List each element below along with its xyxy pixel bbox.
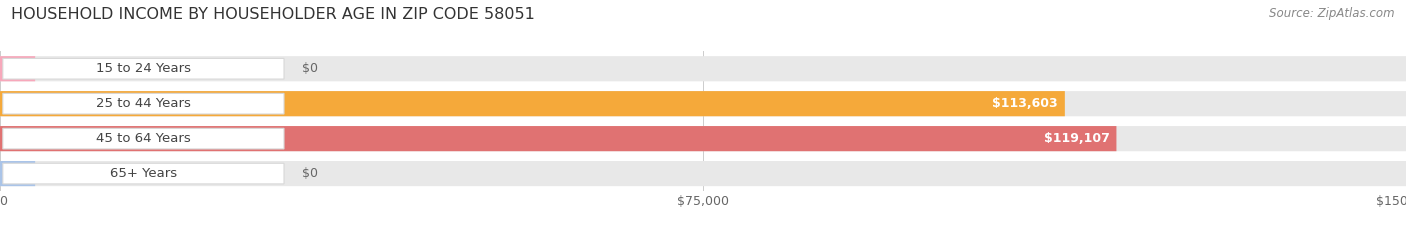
FancyBboxPatch shape [0, 56, 35, 81]
FancyBboxPatch shape [0, 126, 1406, 151]
FancyBboxPatch shape [0, 126, 1116, 151]
Text: $0: $0 [302, 167, 318, 180]
FancyBboxPatch shape [3, 163, 284, 184]
Text: Source: ZipAtlas.com: Source: ZipAtlas.com [1270, 7, 1395, 20]
FancyBboxPatch shape [3, 58, 284, 79]
Text: HOUSEHOLD INCOME BY HOUSEHOLDER AGE IN ZIP CODE 58051: HOUSEHOLD INCOME BY HOUSEHOLDER AGE IN Z… [11, 7, 536, 22]
Text: $113,603: $113,603 [993, 97, 1057, 110]
Text: $0: $0 [302, 62, 318, 75]
Text: $119,107: $119,107 [1043, 132, 1109, 145]
FancyBboxPatch shape [0, 91, 1406, 116]
Text: 15 to 24 Years: 15 to 24 Years [96, 62, 191, 75]
FancyBboxPatch shape [0, 91, 1064, 116]
Text: 65+ Years: 65+ Years [110, 167, 177, 180]
FancyBboxPatch shape [3, 128, 284, 149]
FancyBboxPatch shape [0, 56, 1406, 81]
Text: 45 to 64 Years: 45 to 64 Years [96, 132, 191, 145]
FancyBboxPatch shape [0, 161, 35, 186]
FancyBboxPatch shape [3, 93, 284, 114]
FancyBboxPatch shape [0, 161, 1406, 186]
Text: 25 to 44 Years: 25 to 44 Years [96, 97, 191, 110]
